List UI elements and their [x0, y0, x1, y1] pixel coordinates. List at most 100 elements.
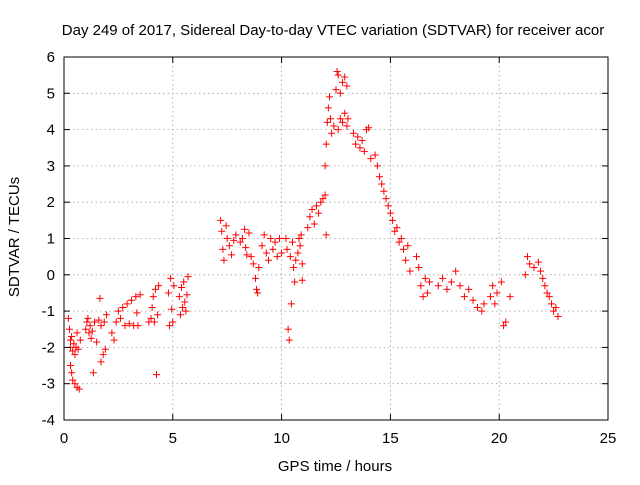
data-point — [232, 231, 240, 239]
data-point — [391, 227, 399, 235]
data-point — [64, 314, 72, 322]
data-point — [344, 115, 352, 123]
data-point — [352, 140, 360, 148]
data-point — [278, 249, 286, 257]
data-point — [489, 282, 497, 290]
y-tick-label: -2 — [42, 339, 55, 356]
data-point — [258, 242, 266, 250]
data-point — [460, 293, 468, 301]
data-point — [133, 309, 141, 317]
data-point — [478, 307, 486, 315]
data-point — [87, 334, 95, 342]
y-tick-label: -3 — [42, 376, 55, 393]
data-point — [127, 296, 135, 304]
data-point — [254, 289, 262, 297]
data-point — [219, 245, 227, 253]
data-point — [371, 151, 379, 159]
data-point — [358, 136, 366, 144]
data-point — [349, 129, 357, 137]
data-point — [386, 209, 394, 217]
data-point — [251, 274, 259, 282]
data-point — [382, 195, 390, 203]
data-point — [384, 202, 392, 210]
data-point — [399, 245, 407, 253]
data-point — [90, 318, 98, 326]
data-point — [88, 327, 96, 335]
data-point — [365, 124, 373, 132]
data-point — [393, 224, 401, 232]
data-point — [241, 225, 249, 233]
data-point — [336, 115, 344, 123]
data-point — [265, 256, 273, 264]
data-point — [373, 162, 381, 170]
data-point — [486, 293, 494, 301]
axis-ticks — [63, 56, 609, 421]
y-tick-label: 1 — [47, 231, 55, 248]
y-tick-label: -1 — [42, 303, 55, 320]
data-point — [543, 289, 551, 297]
data-point — [295, 235, 303, 242]
data-point — [465, 285, 473, 293]
data-point — [288, 238, 296, 246]
data-point — [452, 267, 460, 275]
x-tick-label: 10 — [273, 430, 290, 447]
data-point — [330, 122, 338, 130]
data-point — [247, 253, 255, 261]
data-point — [324, 104, 332, 112]
data-point — [95, 316, 103, 324]
data-point — [290, 264, 298, 272]
data-point — [439, 274, 447, 282]
data-point — [506, 293, 514, 301]
data-point — [395, 238, 403, 246]
data-point — [147, 314, 155, 322]
data-point — [242, 244, 250, 252]
data-point — [287, 300, 295, 308]
data-point — [222, 222, 230, 230]
data-point — [217, 216, 225, 224]
data-point — [332, 86, 340, 94]
data-point — [96, 294, 104, 302]
data-point — [149, 293, 157, 301]
data-point — [325, 93, 333, 101]
data-point — [76, 336, 84, 344]
data-point — [406, 267, 414, 275]
data-point — [336, 89, 344, 97]
data-point — [480, 300, 488, 308]
data-point — [99, 351, 107, 359]
data-point — [164, 289, 172, 297]
data-point — [166, 322, 174, 330]
data-point — [119, 303, 127, 311]
y-tick-label: -4 — [42, 412, 55, 429]
data-point — [502, 318, 510, 326]
data-point — [178, 284, 186, 292]
data-point — [73, 329, 81, 337]
data-point — [283, 245, 291, 253]
x-axis-label: GPS time / hours — [278, 458, 392, 475]
data-point — [271, 238, 279, 246]
data-point — [97, 322, 105, 330]
data-point — [155, 282, 163, 290]
y-tick-label: 2 — [47, 194, 55, 211]
data-point — [85, 329, 93, 337]
data-point — [334, 126, 342, 134]
data-point — [328, 129, 336, 137]
data-point — [343, 122, 351, 130]
data-point — [456, 282, 464, 290]
data-point — [469, 296, 477, 304]
y-tick-label: 0 — [47, 267, 55, 284]
data-point — [315, 209, 323, 217]
data-point — [421, 274, 429, 282]
data-point — [71, 351, 79, 359]
data-point — [321, 162, 329, 170]
data-point — [134, 322, 142, 330]
data-point — [294, 249, 302, 257]
data-point — [473, 303, 481, 311]
data-point — [282, 235, 290, 242]
data-point — [65, 325, 73, 333]
data-point — [521, 271, 529, 279]
y-tick-label: 5 — [47, 85, 55, 102]
data-point — [298, 260, 306, 268]
data-point — [539, 274, 547, 282]
data-point — [497, 278, 505, 286]
